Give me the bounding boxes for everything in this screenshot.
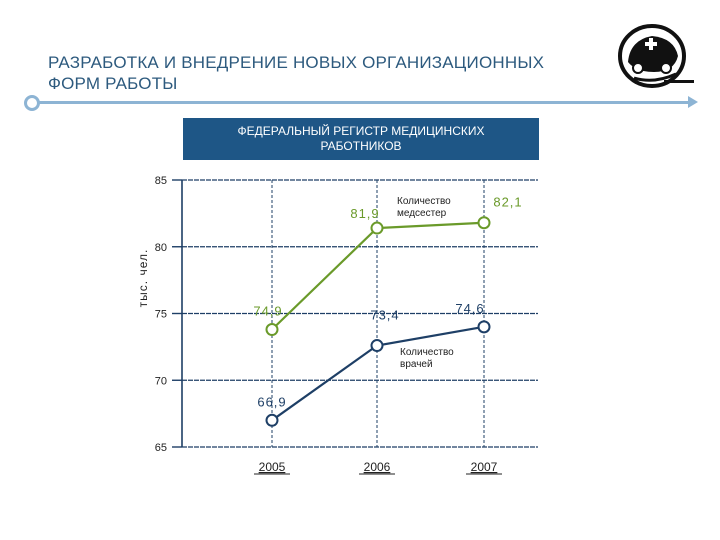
series-point <box>477 216 491 230</box>
y-tick-label: 65 <box>155 442 167 454</box>
series-point <box>370 339 384 353</box>
x-tick-label: 2005 <box>259 460 286 474</box>
y-tick-label: 75 <box>155 309 167 321</box>
series-name-label: Количество врачей <box>400 347 454 370</box>
data-label: 74,9 <box>253 304 282 319</box>
page-title-line2: ФОРМ РАБОТЫ <box>48 74 178 93</box>
y-axis-title: тыс. чел. <box>136 249 150 308</box>
series-name-label: Количество медсестер <box>397 196 451 219</box>
y-tick-label: 80 <box>155 242 167 254</box>
title-underline-arrow-icon <box>688 96 698 108</box>
series-point <box>370 221 384 235</box>
page-title: РАЗРАБОТКА И ВНЕДРЕНИЕ НОВЫХ ОРГАНИЗАЦИО… <box>48 52 628 94</box>
chart-title-banner: ФЕДЕРАЛЬНЫЙ РЕГИСТР МЕДИЦИНСКИХ РАБОТНИК… <box>183 118 539 160</box>
data-label: 82,1 <box>493 195 522 210</box>
title-underline-start-dot <box>24 95 40 111</box>
data-label: 73,4 <box>370 308 399 323</box>
series-point <box>477 320 491 334</box>
series-point <box>265 413 279 427</box>
medical-emblem-icon <box>618 24 694 88</box>
series-point <box>265 323 279 337</box>
data-label: 81,9 <box>350 206 379 221</box>
y-tick-label: 70 <box>155 375 167 387</box>
x-tick-label: 2006 <box>364 460 391 474</box>
x-tick-label: 2007 <box>471 460 498 474</box>
data-label: 74,6 <box>455 301 484 316</box>
page-title-line1: РАЗРАБОТКА И ВНЕДРЕНИЕ НОВЫХ ОРГАНИЗАЦИО… <box>48 53 545 72</box>
y-tick-label: 85 <box>155 175 167 187</box>
title-underline <box>30 101 694 104</box>
data-label: 66,9 <box>257 394 286 409</box>
